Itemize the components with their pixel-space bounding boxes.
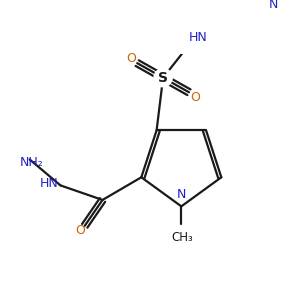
- Text: O: O: [126, 52, 136, 65]
- Text: HN: HN: [189, 31, 208, 44]
- Text: O: O: [190, 91, 200, 104]
- Text: CH₃: CH₃: [171, 231, 193, 244]
- Text: N: N: [177, 189, 186, 202]
- Text: NH₂: NH₂: [20, 156, 43, 169]
- Text: HN: HN: [40, 177, 59, 190]
- Text: S: S: [158, 71, 168, 85]
- Text: N: N: [268, 0, 278, 11]
- Text: O: O: [75, 224, 85, 237]
